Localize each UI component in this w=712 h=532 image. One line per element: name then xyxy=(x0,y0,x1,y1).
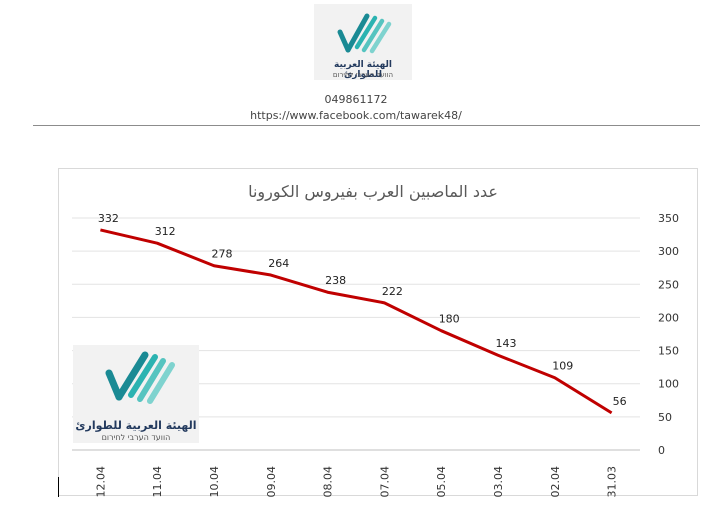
x-tick-label: 31.03 xyxy=(606,466,619,498)
data-label: 222 xyxy=(382,285,403,298)
chart-logo: الهيئة العربية للطوارئ הוועד הערבי לחירו… xyxy=(73,345,199,443)
header-divider xyxy=(33,125,700,126)
header-logo-name-ar: الهيئة العربية للطوارئ xyxy=(334,60,392,80)
data-label: 56 xyxy=(613,395,627,408)
x-tick-label: 11.04 xyxy=(151,466,164,498)
series-line xyxy=(100,228,613,415)
chart-logo-name-ar: الهيئة العربية للطوارئ xyxy=(75,419,197,432)
y-tick-label: 50 xyxy=(658,411,672,424)
data-label: 143 xyxy=(496,337,517,350)
header-logo: الهيئة العربية للطوارئ הוועד הערבי לחירו… xyxy=(314,4,412,80)
y-tick-label: 250 xyxy=(658,278,679,291)
chart-logo-mark-icon xyxy=(105,351,175,404)
y-tick-label: 150 xyxy=(658,345,679,358)
data-labels: 332 312 278 264 238 222 180 143 109 56 xyxy=(98,212,627,408)
data-label: 278 xyxy=(212,248,233,261)
data-label: 180 xyxy=(439,313,460,326)
y-tick-label: 100 xyxy=(658,378,679,391)
x-tick-label: 10.04 xyxy=(208,466,221,498)
x-tick-label: 03.04 xyxy=(492,466,505,498)
facebook-url[interactable]: https://www.facebook.com/tawarek48/ xyxy=(250,109,462,122)
logo-mark-icon xyxy=(337,13,392,54)
data-label: 109 xyxy=(552,360,573,373)
y-tick-label: 0 xyxy=(658,444,665,457)
x-axis-ticks: 12.04 11.04 10.04 09.04 08.04 07.04 05.04 03.04… xyxy=(94,466,618,498)
y-tick-label: 200 xyxy=(658,311,679,324)
chart-logo-name-he: הוועד הערבי לחירום xyxy=(101,433,171,442)
contact-phone: 049861172 xyxy=(324,93,388,106)
header-logo-name-he: הוועד הערבי לחירום xyxy=(332,71,394,79)
text-cursor xyxy=(58,477,59,497)
y-tick-label: 350 xyxy=(658,212,679,225)
x-tick-label: 07.04 xyxy=(378,466,391,498)
data-label: 312 xyxy=(155,225,176,238)
x-tick-label: 05.04 xyxy=(435,466,448,498)
y-axis-ticks: 0 50 100 150 200 250 300 350 xyxy=(658,212,679,457)
data-label: 264 xyxy=(268,257,289,270)
x-tick-label: 02.04 xyxy=(549,466,562,498)
x-tick-label: 12.04 xyxy=(94,466,107,498)
y-tick-label: 300 xyxy=(658,245,679,258)
data-label: 238 xyxy=(325,274,346,287)
data-label: 332 xyxy=(98,212,119,225)
x-tick-label: 09.04 xyxy=(265,466,278,498)
chart-title: عدد الماصبين العرب بفيروس الكورونا xyxy=(248,182,498,202)
gridlines xyxy=(72,217,640,451)
x-tick-label: 08.04 xyxy=(322,466,335,498)
